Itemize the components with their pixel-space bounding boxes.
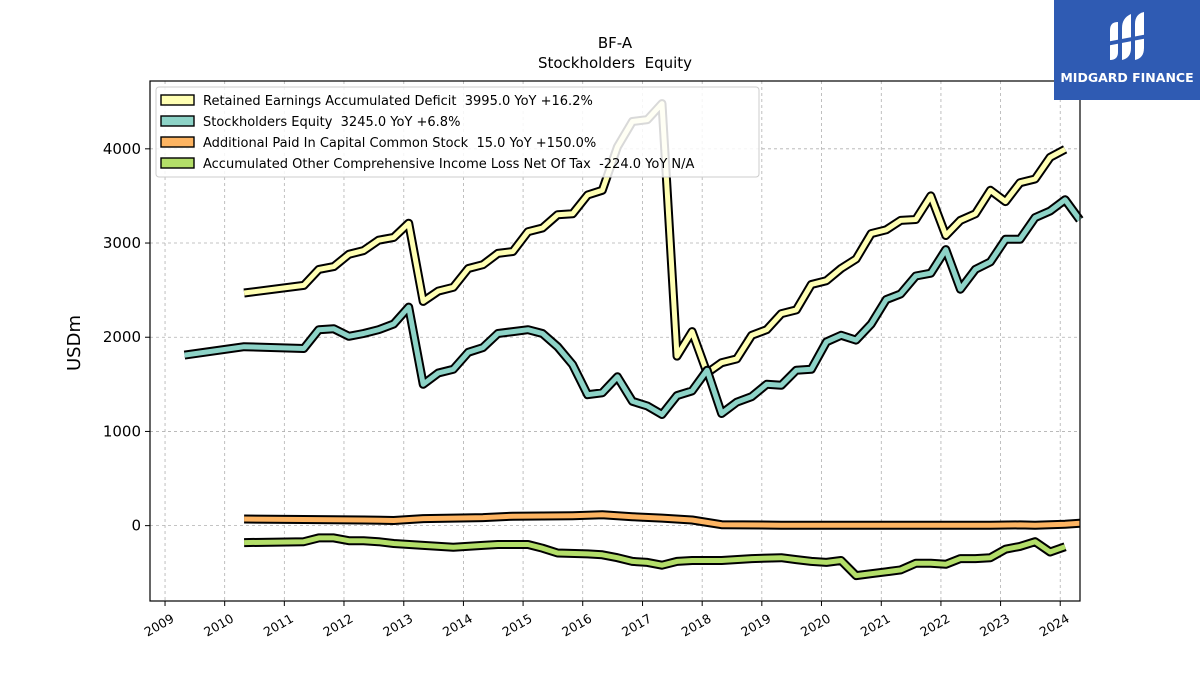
- series-line-2: [244, 512, 1080, 528]
- x-tick-label: 2013: [380, 611, 415, 640]
- x-tick-label: 2015: [500, 611, 535, 640]
- x-tick-label: 2009: [141, 611, 176, 640]
- x-tick-label: 2021: [858, 611, 893, 640]
- legend-swatch-3: [160, 157, 195, 169]
- x-tick-label: 2011: [261, 611, 296, 640]
- y-tick-label: 0: [131, 517, 141, 535]
- x-tick-label: 2016: [559, 611, 594, 640]
- chart-subtitle: Stockholders Equity: [538, 54, 692, 72]
- x-tick-label: 2018: [679, 611, 714, 640]
- series-line-1: [184, 197, 1082, 417]
- chart-title: BF-A: [598, 34, 633, 52]
- series-lines: [183, 99, 1084, 581]
- y-tick-label: 3000: [103, 234, 141, 252]
- legend-label-3: Accumulated Other Comprehensive Income L…: [203, 157, 694, 172]
- x-tick-label: 2022: [917, 611, 952, 640]
- series-outline-3: [244, 533, 1067, 581]
- legend-label-1: Stockholders Equity 3245.0 YoY +6.8%: [203, 115, 460, 130]
- y-tick-label: 2000: [103, 328, 141, 346]
- y-tick-label: 1000: [103, 422, 141, 440]
- legend-label-0: Retained Earnings Accumulated Deficit 39…: [203, 94, 593, 109]
- legend-frame: [155, 86, 760, 178]
- x-tick-label: 2023: [977, 611, 1012, 640]
- midgard-finance-logo: MIDGARD FINANCE: [1054, 0, 1200, 100]
- x-tick-label: 2012: [320, 611, 355, 640]
- logo-mark-icon: [1106, 12, 1148, 60]
- legend: Retained Earnings Accumulated Deficit 39…: [155, 86, 760, 178]
- x-tick-label: 2017: [619, 611, 654, 640]
- x-tick-label: 2014: [440, 611, 475, 640]
- plot-frame: [149, 80, 1081, 602]
- legend-swatch-2: [160, 136, 195, 148]
- y-axis-label: USDm: [64, 315, 85, 371]
- legend-label-2: Additional Paid In Capital Common Stock …: [203, 136, 596, 151]
- y-tick-label: 4000: [103, 140, 141, 158]
- x-tick-label: 2020: [798, 611, 833, 640]
- series-line-3: [244, 535, 1066, 579]
- legend-swatch-0: [160, 94, 195, 106]
- series-line-0: [243, 101, 1067, 376]
- x-tick-label: 2024: [1037, 611, 1072, 640]
- x-tick-label: 2019: [738, 611, 773, 640]
- legend-swatch-1: [160, 115, 195, 127]
- logo-text: MIDGARD FINANCE: [1060, 70, 1194, 85]
- x-tick-label: 2010: [201, 611, 236, 640]
